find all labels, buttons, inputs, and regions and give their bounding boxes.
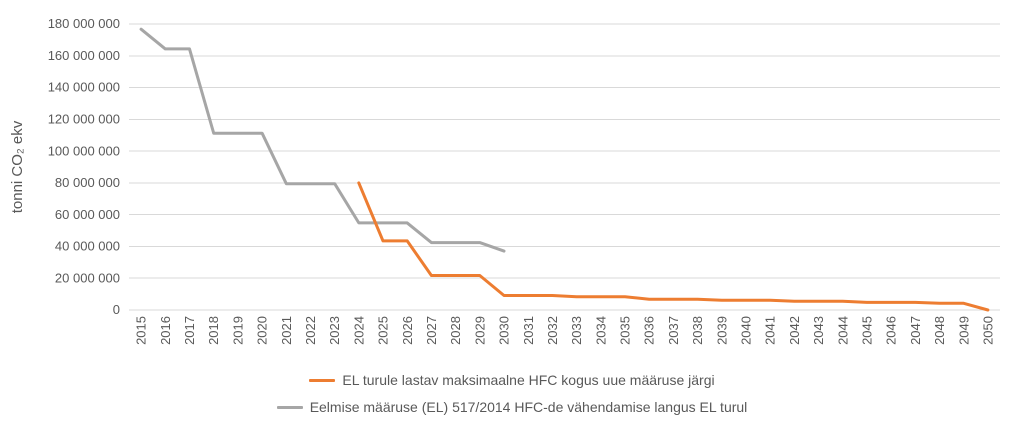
- x-tick-label: 2024: [351, 316, 366, 345]
- x-tick-label: 2033: [569, 316, 584, 345]
- x-tick-label: 2019: [230, 316, 245, 345]
- x-axis-tick-labels: 2015 2016 2017 2018 2019 2020 2021 2022 2023 2024…: [134, 316, 996, 345]
- y-tick-label: 80 000 000: [55, 175, 120, 190]
- x-tick-label: 2048: [932, 316, 947, 345]
- x-tick-label: 2017: [182, 316, 197, 345]
- y-axis-title: tonni CO₂ ekv: [9, 120, 26, 213]
- y-tick-label: 20 000 000: [55, 270, 120, 285]
- x-tick-label: 2040: [739, 316, 754, 345]
- x-tick-label: 2039: [714, 316, 729, 345]
- legend-item-old-regulation: Eelmise määruse (EL) 517/2014 HFC-de väh…: [276, 398, 748, 416]
- x-tick-label: 2031: [521, 316, 536, 345]
- x-tick-label: 2035: [618, 316, 633, 345]
- y-tick-label: 40 000 000: [55, 239, 120, 254]
- x-tick-label: 2047: [908, 316, 923, 345]
- x-tick-label: 2046: [884, 316, 899, 345]
- y-axis-tick-labels: 0 20 000 000 40 000 000 60 000 000 80 000 00…: [48, 16, 120, 317]
- x-tick-label: 2034: [593, 316, 608, 345]
- x-tick-label: 2027: [424, 316, 439, 345]
- legend-label-new-regulation: EL turule lastav maksimaalne HFC kogus u…: [342, 372, 715, 388]
- gridlines: [129, 23, 1000, 311]
- x-tick-label: 2041: [763, 316, 778, 345]
- x-tick-label: 2044: [835, 316, 850, 345]
- plot-area: 0 20 000 000 40 000 000 60 000 000 80 000 00…: [9, 16, 1000, 345]
- legend-marker-new-regulation-icon: [309, 378, 336, 382]
- y-tick-label: 160 000 000: [48, 48, 120, 63]
- legend: EL turule lastav maksimaalne HFC kogus u…: [0, 372, 1024, 416]
- y-tick-label: 180 000 000: [48, 16, 120, 31]
- x-tick-label: 2023: [327, 316, 342, 345]
- x-tick-label: 2036: [642, 316, 657, 345]
- series-new-regulation-line: [357, 181, 990, 312]
- y-tick-label: 100 000 000: [48, 143, 120, 158]
- x-tick-label: 2038: [690, 316, 705, 345]
- y-tick-label: 0: [113, 302, 120, 317]
- x-tick-label: 2042: [787, 316, 802, 345]
- legend-marker-old-regulation-icon: [276, 405, 303, 409]
- legend-label-old-regulation: Eelmise määruse (EL) 517/2014 HFC-de väh…: [309, 398, 748, 415]
- x-tick-label: 2026: [400, 316, 415, 345]
- x-tick-label: 2032: [545, 316, 560, 345]
- legend-item-new-regulation: EL turule lastav maksimaalne HFC kogus u…: [309, 372, 715, 389]
- y-tick-label: 60 000 000: [55, 207, 120, 222]
- series-lines: [139, 27, 990, 312]
- x-tick-label: 2021: [279, 316, 294, 345]
- x-tick-label: 2049: [956, 316, 971, 345]
- x-tick-label: 2030: [497, 316, 512, 345]
- y-tick-label: 120 000 000: [48, 111, 120, 126]
- x-tick-label: 2020: [255, 316, 270, 345]
- x-tick-label: 2029: [472, 316, 487, 345]
- x-tick-label: 2018: [206, 316, 221, 345]
- x-tick-label: 2050: [980, 316, 995, 345]
- x-tick-label: 2045: [859, 316, 874, 345]
- x-tick-label: 2043: [811, 316, 826, 345]
- x-tick-label: 2016: [158, 316, 173, 345]
- x-tick-label: 2022: [303, 316, 318, 345]
- x-tick-label: 2025: [376, 316, 391, 345]
- y-tick-label: 140 000 000: [48, 80, 120, 95]
- series-old-regulation-line: [139, 27, 506, 253]
- x-tick-label: 2028: [448, 316, 463, 345]
- x-tick-label: 2037: [666, 316, 681, 345]
- x-tick-label: 2015: [134, 316, 149, 345]
